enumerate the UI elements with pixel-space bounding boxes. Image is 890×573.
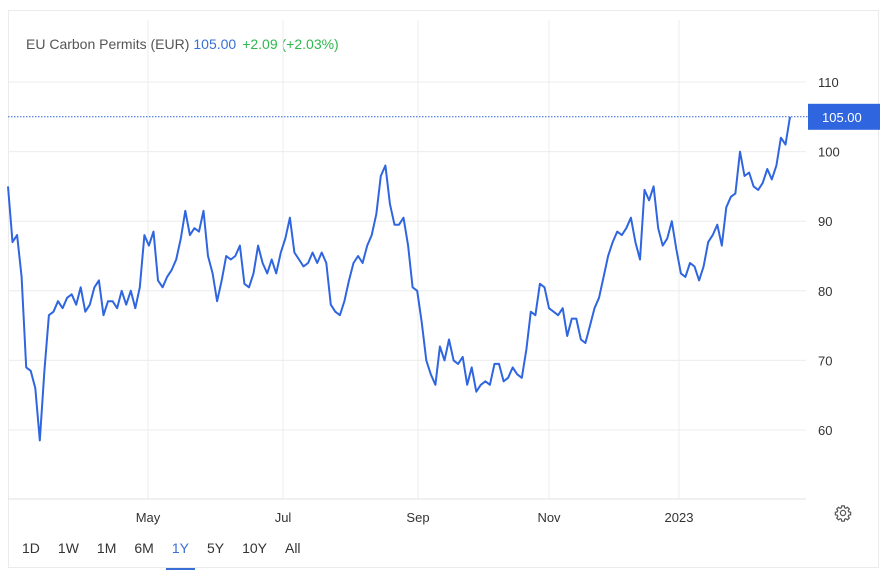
- range-button-5y[interactable]: 5Y: [206, 540, 225, 556]
- range-button-1d[interactable]: 1D: [22, 540, 40, 556]
- x-tick-label: Sep: [406, 510, 429, 525]
- y-tick-label: 70: [818, 353, 832, 368]
- price-tag: 105.00: [808, 103, 880, 130]
- range-button-1m[interactable]: 1M: [96, 540, 117, 556]
- x-tick-label: May: [136, 510, 161, 525]
- range-button-1y[interactable]: 1Y: [165, 536, 196, 570]
- price-tag-box: [808, 103, 880, 130]
- chart-frame: [8, 10, 879, 568]
- range-button-all[interactable]: All: [284, 540, 301, 556]
- price-tag-label: 105.00: [822, 110, 862, 125]
- gear-icon[interactable]: [834, 504, 852, 522]
- price-series-line: [7, 116, 791, 442]
- x-axis-ticks: May Jul Sep Nov 2023: [136, 510, 694, 525]
- range-button-6m[interactable]: 6M: [134, 540, 154, 556]
- x-tick-label: Jul: [275, 510, 292, 525]
- x-tick-label: Nov: [537, 510, 561, 525]
- grid-lines: [8, 20, 806, 500]
- chart-header: EU Carbon Permits (EUR) 105.00 +2.09 (+2.0…: [26, 36, 339, 52]
- y-tick-label: 60: [818, 423, 832, 438]
- y-tick-label: 100: [818, 145, 840, 160]
- y-tick-label: 90: [818, 214, 832, 229]
- instrument-name: EU Carbon Permits (EUR): [26, 36, 190, 52]
- y-axis-ticks: 60 70 80 90 100 110: [818, 75, 840, 438]
- x-tick-label: 2023: [665, 510, 694, 525]
- price-change: +2.09 (+2.03%): [242, 36, 339, 52]
- current-price: 105.00: [193, 36, 237, 52]
- range-selector: 1D 1W 1M 6M 1Y 5Y 10Y All: [22, 536, 319, 570]
- y-tick-label: 80: [818, 284, 832, 299]
- y-tick-label: 110: [818, 75, 839, 90]
- range-button-1w[interactable]: 1W: [57, 540, 79, 556]
- range-button-10y[interactable]: 10Y: [242, 540, 267, 556]
